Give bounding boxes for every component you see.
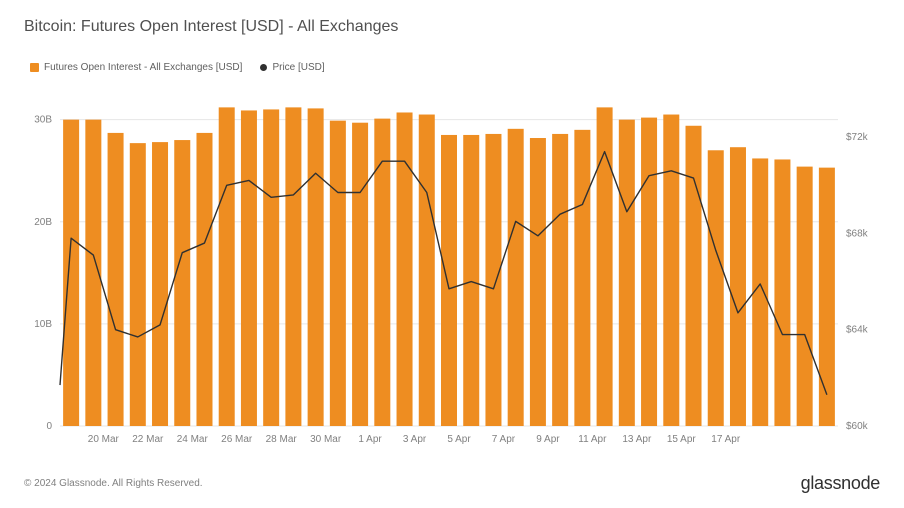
legend: Futures Open Interest - All Exchanges [U… [30, 62, 325, 73]
legend-swatch-line [260, 64, 267, 71]
legend-item-open-interest: Futures Open Interest - All Exchanges [U… [30, 62, 242, 73]
svg-text:26 Mar: 26 Mar [221, 434, 253, 445]
legend-item-price: Price [USD] [260, 62, 324, 73]
svg-text:3 Apr: 3 Apr [403, 434, 427, 445]
legend-swatch-bar [30, 63, 39, 72]
svg-text:30 Mar: 30 Mar [310, 434, 342, 445]
svg-text:30B: 30B [34, 115, 52, 126]
svg-text:15 Apr: 15 Apr [667, 434, 697, 445]
svg-text:13 Apr: 13 Apr [622, 434, 652, 445]
legend-label: Price [USD] [272, 62, 324, 73]
svg-text:22 Mar: 22 Mar [132, 434, 164, 445]
svg-text:$60k: $60k [846, 421, 869, 432]
svg-text:$64k: $64k [846, 325, 869, 336]
brand-logo: glassnode [801, 473, 880, 494]
svg-text:$68k: $68k [846, 228, 869, 239]
svg-text:9 Apr: 9 Apr [536, 434, 560, 445]
svg-text:5 Apr: 5 Apr [447, 434, 471, 445]
svg-text:0: 0 [46, 421, 52, 432]
legend-label: Futures Open Interest - All Exchanges [U… [44, 62, 242, 73]
svg-text:28 Mar: 28 Mar [266, 434, 298, 445]
chart-title: Bitcoin: Futures Open Interest [USD] - A… [24, 18, 398, 36]
svg-text:11 Apr: 11 Apr [578, 434, 607, 445]
svg-text:17 Apr: 17 Apr [711, 434, 741, 445]
svg-text:7 Apr: 7 Apr [492, 434, 516, 445]
copyright-text: © 2024 Glassnode. All Rights Reserved. [24, 478, 203, 489]
svg-text:20 Mar: 20 Mar [88, 434, 120, 445]
chart-area: 0 10B 20B 30B $60k $64k $68k $72k 20 Mar 22 Mar 24… [24, 85, 880, 450]
chart-svg: 0 10B 20B 30B $60k $64k $68k $72k 20 Mar 22 Mar 24… [24, 85, 880, 450]
svg-text:1 Apr: 1 Apr [358, 434, 382, 445]
footer: © 2024 Glassnode. All Rights Reserved. g… [24, 473, 880, 494]
svg-text:24 Mar: 24 Mar [177, 434, 209, 445]
svg-text:10B: 10B [34, 319, 52, 330]
svg-text:20B: 20B [34, 217, 52, 228]
svg-text:$72k: $72k [846, 132, 869, 143]
